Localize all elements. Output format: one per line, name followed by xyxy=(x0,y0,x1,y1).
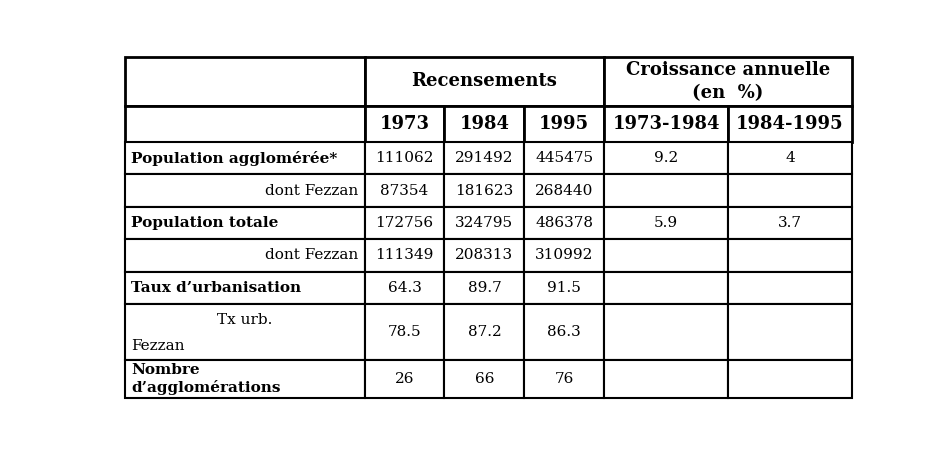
Bar xyxy=(524,239,604,271)
Text: 1973: 1973 xyxy=(379,115,429,133)
Bar xyxy=(444,106,524,142)
Text: 486378: 486378 xyxy=(535,216,593,230)
Bar xyxy=(604,175,727,207)
Text: 4: 4 xyxy=(784,151,794,165)
Bar xyxy=(727,106,851,142)
Text: 291492: 291492 xyxy=(455,151,513,165)
Text: 64.3: 64.3 xyxy=(387,281,421,295)
Bar xyxy=(604,57,851,106)
Bar xyxy=(524,271,604,304)
Text: Recensements: Recensements xyxy=(411,72,557,90)
Text: 310992: 310992 xyxy=(534,248,593,262)
Bar xyxy=(365,142,444,175)
Text: Tx urb.: Tx urb. xyxy=(217,313,272,327)
Bar xyxy=(524,142,604,175)
Text: 91.5: 91.5 xyxy=(546,281,581,295)
Bar xyxy=(125,271,365,304)
Bar xyxy=(365,207,444,239)
Bar xyxy=(444,271,524,304)
Text: 111349: 111349 xyxy=(375,248,433,262)
Bar xyxy=(365,360,444,398)
Text: dont Fezzan: dont Fezzan xyxy=(266,184,358,198)
Bar xyxy=(727,360,851,398)
Bar xyxy=(604,142,727,175)
Text: 172756: 172756 xyxy=(375,216,433,230)
Text: 89.7: 89.7 xyxy=(467,281,501,295)
Bar xyxy=(604,106,727,142)
Text: 5.9: 5.9 xyxy=(653,216,678,230)
Bar xyxy=(125,360,365,398)
Text: 111062: 111062 xyxy=(375,151,433,165)
Bar xyxy=(524,304,604,360)
Text: 1984-1995: 1984-1995 xyxy=(735,115,843,133)
Bar xyxy=(444,239,524,271)
Bar xyxy=(727,175,851,207)
Text: Taux d’urbanisation: Taux d’urbanisation xyxy=(130,281,301,295)
Bar xyxy=(125,239,365,271)
Bar xyxy=(524,360,604,398)
Text: 9.2: 9.2 xyxy=(653,151,678,165)
Bar xyxy=(365,175,444,207)
Bar xyxy=(125,175,365,207)
Bar xyxy=(727,239,851,271)
Text: 78.5: 78.5 xyxy=(387,325,421,339)
Text: 268440: 268440 xyxy=(534,184,593,198)
Bar xyxy=(604,360,727,398)
Bar xyxy=(365,271,444,304)
Bar xyxy=(727,142,851,175)
Bar xyxy=(365,106,444,142)
Text: 26: 26 xyxy=(394,372,414,386)
Bar xyxy=(125,57,365,106)
Text: 87.2: 87.2 xyxy=(467,325,501,339)
Bar xyxy=(604,271,727,304)
Bar xyxy=(125,207,365,239)
Text: 3.7: 3.7 xyxy=(777,216,801,230)
Bar xyxy=(444,304,524,360)
Bar xyxy=(365,304,444,360)
Bar xyxy=(524,175,604,207)
Bar xyxy=(604,239,727,271)
Text: 87354: 87354 xyxy=(380,184,428,198)
Bar xyxy=(365,57,604,106)
Text: dont Fezzan: dont Fezzan xyxy=(266,248,358,262)
Text: Nombre
d’agglomérations: Nombre d’agglomérations xyxy=(130,363,280,395)
Bar xyxy=(604,304,727,360)
Bar xyxy=(524,106,604,142)
Text: Fezzan: Fezzan xyxy=(130,339,185,353)
Bar xyxy=(604,207,727,239)
Text: 1995: 1995 xyxy=(539,115,588,133)
Text: Population agglomérée*: Population agglomérée* xyxy=(130,151,337,166)
Bar xyxy=(444,207,524,239)
Text: 76: 76 xyxy=(554,372,573,386)
Bar xyxy=(727,304,851,360)
Text: Croissance annuelle
(en  %): Croissance annuelle (en %) xyxy=(625,61,829,102)
Text: 181623: 181623 xyxy=(455,184,513,198)
Text: Population totale: Population totale xyxy=(130,216,278,230)
Bar xyxy=(444,360,524,398)
Text: 208313: 208313 xyxy=(455,248,513,262)
Text: 1973-1984: 1973-1984 xyxy=(612,115,719,133)
Bar xyxy=(444,142,524,175)
Bar xyxy=(444,175,524,207)
Text: 324795: 324795 xyxy=(455,216,513,230)
Bar xyxy=(125,304,365,360)
Text: 86.3: 86.3 xyxy=(546,325,581,339)
Text: 445475: 445475 xyxy=(535,151,593,165)
Bar xyxy=(727,271,851,304)
Text: 1984: 1984 xyxy=(459,115,509,133)
Bar xyxy=(125,142,365,175)
Bar xyxy=(365,239,444,271)
Bar xyxy=(125,106,365,142)
Bar xyxy=(524,207,604,239)
Text: 66: 66 xyxy=(474,372,494,386)
Bar xyxy=(727,207,851,239)
